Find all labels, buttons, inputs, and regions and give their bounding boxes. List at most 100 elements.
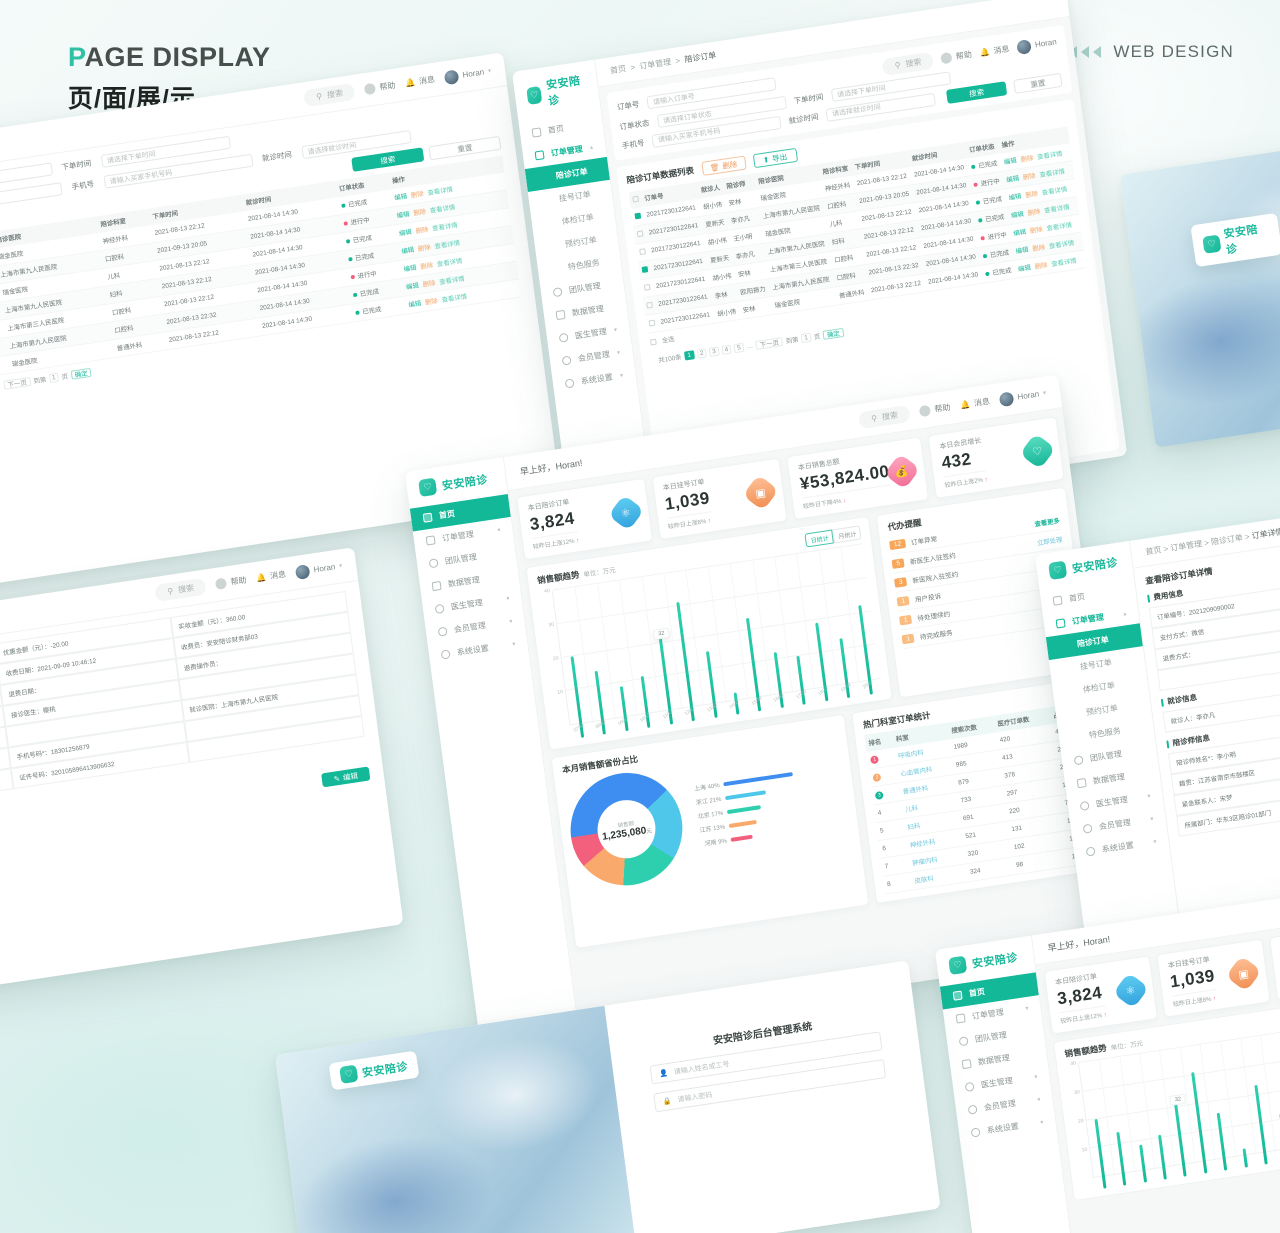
delete-link[interactable]: 删除 (1034, 262, 1048, 271)
doctor-icon (1079, 800, 1090, 812)
edit-link[interactable]: 编辑 (1010, 210, 1025, 220)
filter-label-order-time: 下单时间 (60, 158, 92, 172)
global-search-b[interactable]: ⚲ 搜索 (881, 51, 935, 77)
user-menu-b[interactable]: Horan (1016, 35, 1057, 55)
search-icon: ⚲ (315, 91, 323, 102)
doctor-icon (964, 1081, 975, 1093)
user-menu-dash[interactable]: Horan ▾ (998, 386, 1047, 407)
chevron-down-icon: ▾ (487, 68, 492, 75)
edit-link[interactable]: 编辑 (401, 246, 415, 256)
edit-link[interactable]: 编辑 (1003, 157, 1018, 167)
detail-link[interactable]: 查看详情 (431, 222, 459, 233)
trash-icon: 🗑 (709, 161, 720, 173)
toggle-daily[interactable]: 日统计 (804, 529, 835, 548)
help-button-detail[interactable]: 帮助 (215, 575, 247, 590)
detail-link[interactable]: 查看详情 (1041, 186, 1068, 197)
detail-link[interactable]: 查看详情 (436, 257, 463, 269)
delete-link[interactable]: 删除 (417, 244, 432, 254)
help-button[interactable]: 帮助 (363, 80, 396, 96)
pagination-ellipsis: … (0, 382, 1, 390)
delete-link[interactable]: 删除 (415, 226, 429, 236)
delete-link[interactable]: 删除 (424, 297, 439, 307)
todo-count: 12 (889, 538, 906, 550)
message-button-dash[interactable]: 🔔 消息 (959, 396, 991, 411)
detail-link[interactable]: 查看详情 (1039, 168, 1066, 180)
page-5-b[interactable]: 5 (733, 342, 745, 354)
jump-suffix: 页 (61, 373, 69, 382)
detail-link[interactable]: 查看详情 (441, 293, 468, 305)
delete-link[interactable]: 删除 (420, 262, 434, 271)
edit-link[interactable]: 编辑 (398, 228, 413, 238)
data-icon (431, 580, 442, 592)
edit-link[interactable]: 编辑 (1015, 246, 1029, 256)
detail-link[interactable]: 查看详情 (1050, 257, 1078, 269)
select-all-checkbox[interactable] (649, 338, 657, 346)
edit-link[interactable]: 编辑 (1005, 175, 1020, 185)
page-1-b[interactable]: 1 (683, 350, 695, 361)
jump-input[interactable]: 1 (48, 372, 60, 384)
search-button-b[interactable]: 搜索 (946, 81, 1008, 104)
delete-link[interactable]: 删除 (412, 208, 427, 218)
global-search-dash[interactable]: ⚲ 搜索 (858, 404, 911, 430)
order-icon (955, 1013, 966, 1024)
delete-link[interactable]: 删除 (422, 279, 436, 289)
help-button-b[interactable]: 帮助 (940, 49, 972, 65)
page-4-b[interactable]: 4 (721, 344, 732, 356)
kpi-card-companion-br: 本日陪诊订单 3,824 较昨日上涨12% ↑ ⚛ (1043, 955, 1158, 1035)
detail-link[interactable]: 查看详情 (434, 239, 461, 251)
edit-link[interactable]: 编辑 (394, 193, 408, 203)
help-button-dash[interactable]: 帮助 (918, 402, 951, 418)
app-logo-icon: ♡ (948, 955, 968, 975)
user-menu-detail[interactable]: Horan ▾ (294, 559, 343, 580)
jump-confirm-button[interactable]: 确定 (70, 367, 92, 380)
reset-button-b[interactable]: 重置 (1013, 72, 1063, 94)
page-2-b[interactable]: 2 (696, 348, 707, 359)
edit-link[interactable]: 编辑 (408, 300, 422, 310)
search-input[interactable]: ⚲ 搜索 (303, 82, 356, 108)
search-icon: ⚲ (870, 413, 878, 424)
toggle-monthly[interactable]: 月统计 (832, 525, 863, 544)
donut-center-value: 1,235,080元 (601, 824, 653, 843)
todo-action-link[interactable]: 立即处理 (1036, 536, 1063, 547)
jump-confirm-b[interactable]: 确定 (822, 327, 845, 340)
delete-link[interactable]: 删除 (1022, 172, 1037, 182)
detail-link[interactable]: 查看详情 (1036, 150, 1064, 162)
next-page-button[interactable]: 下一页 (3, 376, 32, 390)
page-3-b[interactable]: 3 (708, 346, 720, 357)
avatar (1016, 38, 1033, 55)
detail-link[interactable]: 查看详情 (1043, 204, 1071, 215)
edit-link[interactable]: 编辑 (405, 282, 420, 292)
delete-button-b[interactable]: 🗑 删除 (700, 155, 747, 176)
detail-link[interactable]: 查看详情 (427, 186, 454, 198)
home-icon (1052, 595, 1063, 606)
title-rest: AGE DISPLAY (84, 42, 271, 72)
detail-link[interactable]: 查看详情 (429, 204, 456, 215)
delete-link[interactable]: 删除 (410, 190, 425, 200)
edit-link[interactable]: 编辑 (1013, 228, 1027, 238)
jump-input-b[interactable]: 1 (800, 332, 812, 344)
edit-link[interactable]: 编辑 (1017, 264, 1032, 274)
edit-link[interactable]: 编辑 (1008, 193, 1022, 202)
todo-more-link[interactable]: 查看更多 (1034, 517, 1061, 528)
delete-link[interactable]: 删除 (1027, 208, 1041, 218)
edit-link[interactable]: 编辑 (403, 264, 417, 274)
delete-link[interactable]: 删除 (1031, 244, 1046, 253)
edit-link[interactable]: 编辑 (396, 211, 410, 220)
global-search-detail[interactable]: ⚲ 搜索 (154, 577, 207, 602)
delete-link[interactable]: 删除 (1029, 226, 1044, 236)
edit-button[interactable]: ✎ 编辑 (321, 766, 371, 788)
export-button-b[interactable]: ⬆ 导出 (752, 147, 798, 169)
message-button[interactable]: 🔔 消息 (404, 74, 436, 89)
detail-link[interactable]: 查看详情 (1046, 221, 1073, 233)
delete-link[interactable]: 删除 (1024, 190, 1039, 200)
next-page-b[interactable]: 下一页 (755, 336, 784, 350)
delete-link[interactable]: 删除 (1020, 154, 1034, 164)
settings-icon (970, 1127, 981, 1138)
detail-link[interactable]: 查看详情 (1048, 239, 1075, 251)
user-menu[interactable]: Horan ▾ (443, 64, 492, 85)
detail-link[interactable]: 查看详情 (438, 275, 466, 287)
message-button-b[interactable]: 🔔 消息 (979, 44, 1010, 58)
legend-label: 浙江 21% (695, 796, 722, 807)
message-button-detail[interactable]: 🔔 消息 (255, 569, 287, 583)
filter-label-visit-time: 就诊时间 (261, 149, 293, 164)
